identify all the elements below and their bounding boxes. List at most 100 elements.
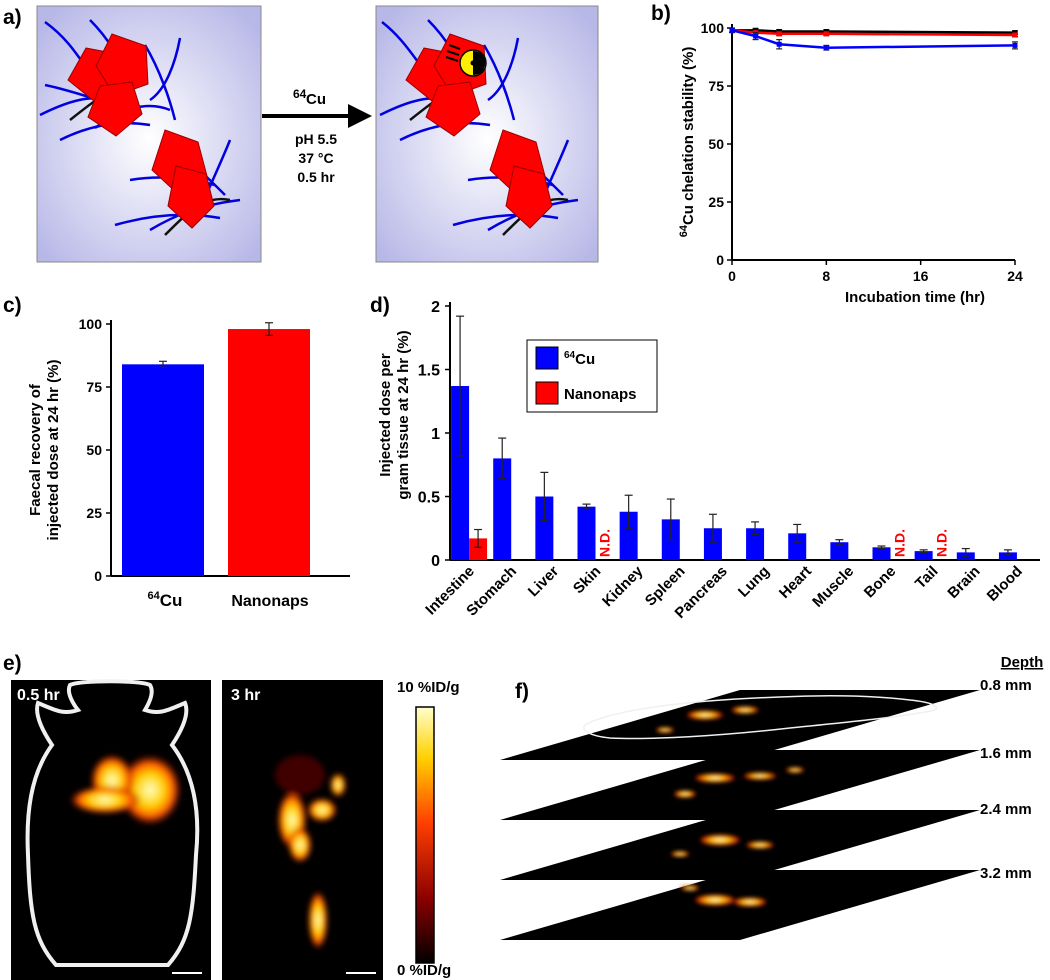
chart-c-xcat-1-sup: 64 [148, 590, 161, 602]
chart-d-bar-cu [830, 542, 849, 560]
chart-d-ylabel-1: Injected dose per [377, 353, 394, 477]
chart-b-point-blue [729, 27, 735, 33]
schematic-svg: 64 Cu pH 5.5 37 °C 0.5 hr [36, 5, 599, 263]
chart-b-series-line-black [732, 29, 1016, 34]
chart-c-xcat-1: 64Cu [148, 590, 183, 610]
schematic-box-right [375, 5, 599, 263]
depth-header: Depth [1001, 654, 1044, 671]
chart-c-ylabel-1: Faecal recovery of [27, 383, 44, 516]
chart-c-ytick-label: 25 [86, 505, 102, 521]
chart-d-ylabel-2: gram tissue at 24 hr (%) [395, 330, 412, 499]
chart-b-ytick-label: 25 [708, 194, 724, 210]
radioactive-icon [445, 44, 487, 77]
chart-d-bar-cu [493, 458, 512, 560]
chart-c-bar-0 [122, 364, 204, 576]
chart-d-bar-cu [703, 528, 722, 560]
panel-label-e: e) [3, 652, 22, 675]
chart-d-xtick-label: Liver [525, 563, 562, 600]
chart-d-bar-cu [535, 496, 554, 560]
chart-b-ylabel-rest: chelation stability (%) [680, 47, 697, 205]
mouse-outline-1 [25, 679, 200, 967]
chart-d-bar-cu [619, 511, 638, 560]
chart-b-xtick-label: 16 [913, 268, 929, 284]
chart-d-bar-nanonaps [469, 538, 488, 560]
chart-c-xcat-1-label: Cu [160, 591, 183, 610]
chart-d-xtick-label: Muscle [809, 563, 857, 611]
color-bar-min: 0 %ID/g [397, 962, 451, 979]
chart-d-legend-text-1: Cu [575, 351, 595, 368]
chart-d-xtick-label: Tail [912, 563, 942, 593]
panel-label-f: f) [515, 680, 529, 703]
depth-label-1: 0.8 mm [980, 677, 1032, 694]
chart-b-xtick-label: 0 [728, 268, 736, 284]
depth-label-3: 2.4 mm [980, 801, 1032, 818]
panel-label-c: c) [3, 294, 22, 317]
chart-d-bar-cu [746, 528, 765, 560]
pet-signal-2 [275, 755, 346, 950]
chart-b-point-blue [1012, 42, 1018, 48]
chart-b-point-blue [776, 41, 782, 47]
chart-c-ytick-label: 75 [86, 379, 102, 395]
depth-label-2: 1.6 mm [980, 745, 1032, 762]
chart-b-point-blue [823, 45, 829, 51]
chart-b-ytick-label: 75 [708, 78, 724, 94]
chart-d-xtick-label: Skin [570, 563, 604, 597]
chart-b-xtick-label: 8 [822, 268, 830, 284]
chart-c-ytick-label: 50 [86, 442, 102, 458]
condition-ph: pH 5.5 [295, 131, 337, 147]
pet-time-2: 3 hr [231, 687, 260, 704]
chart-d-xtick-label: Bone [861, 563, 900, 602]
chart-b-point-red [1012, 32, 1018, 38]
chart-b-marks: 0 25 50 75 100 0 8 16 24 [701, 20, 1023, 284]
chart-d-nd-label: N.D. [597, 529, 613, 557]
chart-d-nd-label: N.D. [892, 529, 908, 557]
arrow-isotope-sup: 64 [293, 87, 307, 101]
depth-slices: Depth 0.8 mm 1.6 mm 2.4 mm 3.2 mm [500, 654, 1044, 940]
chart-b-xtick-label: 24 [1007, 268, 1023, 284]
chart-d-bar-cu [451, 386, 470, 560]
chart-b-ylabel: 64Cu chelation stability (%) [678, 47, 697, 238]
chart-b-ytick-label: 0 [716, 252, 724, 268]
chart-d-legend-text-2: Nanonaps [564, 386, 637, 403]
chart-b-ylabel-sup: 64 [678, 224, 690, 237]
chart-d-xtick-label: Blood [984, 563, 1026, 605]
arrow-isotope: Cu [306, 91, 326, 108]
chart-c-bar-1 [228, 329, 310, 576]
color-bar-max: 10 %ID/g [397, 679, 460, 696]
slice-4 [500, 870, 980, 940]
pet-signal-1 [69, 754, 182, 826]
chart-b-ytick-label: 100 [701, 20, 725, 36]
chart-d-legend-swatch-1 [535, 346, 559, 370]
chart-d-xtick-label: Kidney [599, 562, 647, 610]
condition-temp: 37 °C [298, 150, 333, 166]
chart-c-marks: 0 25 50 75 100 [79, 316, 350, 584]
chart-d-bar-cu [998, 552, 1017, 560]
panel-label-d: d) [370, 294, 390, 317]
reaction-arrow [262, 104, 372, 128]
chart-d-bar-cu [788, 533, 807, 560]
chart-d-bar-cu [914, 551, 933, 560]
nanonap-cluster-left [39, 19, 241, 236]
chart-d-xtick-label: Heart [776, 563, 815, 602]
chart-d-ytick-label: 1 [431, 426, 440, 443]
color-bar [415, 706, 435, 964]
slice-1 [500, 690, 980, 760]
panel-label-b: b) [651, 2, 671, 25]
chart-c-xcat-2: Nanonaps [231, 593, 308, 610]
chart-d-nd-label: N.D. [934, 529, 950, 557]
nanonap-cluster-right [379, 19, 579, 236]
chart-d-legend-sup-1: 64 [564, 350, 576, 361]
chart-d-bar-cu [872, 547, 891, 560]
chart-b-point-blue [753, 33, 759, 39]
slice-3 [500, 810, 980, 880]
chart-c-ytick-label: 0 [94, 568, 102, 584]
chart-d-xtick-label: Brain [944, 563, 983, 602]
pet-time-1: 0.5 hr [17, 687, 60, 704]
chart-b-xlabel: Incubation time (hr) [845, 289, 985, 306]
chart-d-ytick-label: 0 [431, 553, 440, 570]
chart-c: 0 25 50 75 100 Faecal recovery of injected d… [27, 316, 350, 610]
chart-d-legend-swatch-2 [535, 381, 559, 405]
chart-d-legend: 64Cu Nanonaps [526, 339, 658, 413]
